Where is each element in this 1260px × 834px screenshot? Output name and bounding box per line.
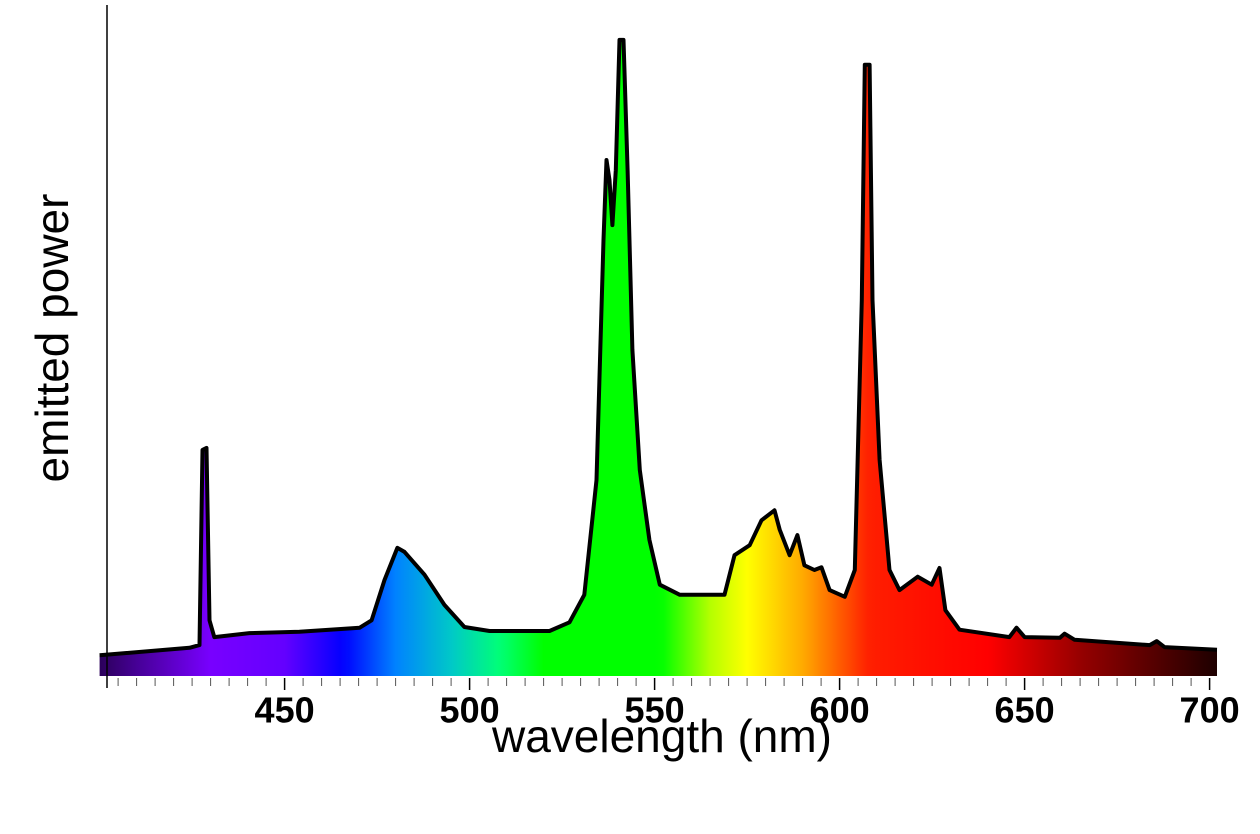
x-axis-label: wavelength (nm): [491, 710, 832, 762]
x-tick-label: 600: [810, 690, 870, 731]
x-tick-label: 550: [625, 690, 685, 731]
x-tick-label: 500: [440, 690, 500, 731]
y-axis-label: emitted power: [26, 194, 78, 483]
x-tick-label: 650: [995, 690, 1055, 731]
line: [99, 37, 1218, 658]
x-tick-label: 450: [255, 690, 315, 731]
x-tick-label: 700: [1180, 690, 1240, 731]
